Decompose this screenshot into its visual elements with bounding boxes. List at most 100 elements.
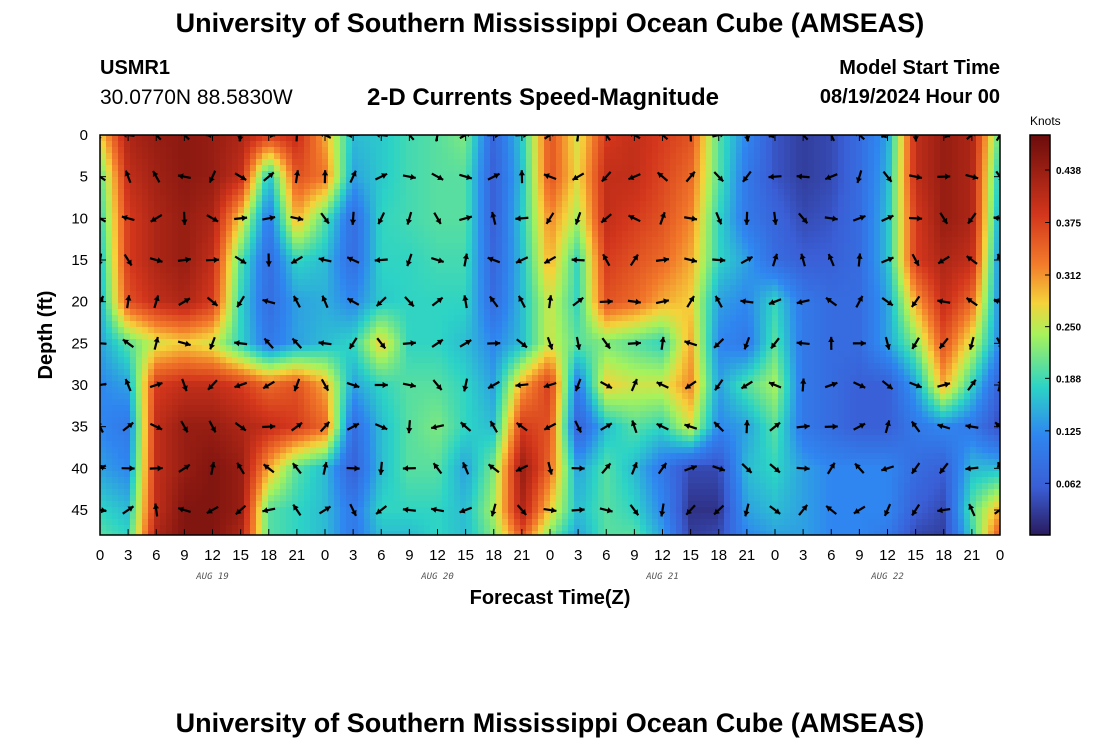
heatmap-cell [280, 513, 287, 520]
heatmap-cell [214, 531, 221, 535]
heatmap-cell [238, 519, 245, 526]
heatmap-cell [142, 207, 149, 214]
heatmap-cell [454, 189, 461, 196]
heatmap-cell [268, 165, 275, 172]
heatmap-cell [244, 261, 251, 268]
heatmap-cell [358, 495, 365, 502]
heatmap-cell [142, 363, 149, 370]
heatmap-cell [322, 255, 329, 262]
heatmap-cell [502, 267, 509, 274]
heatmap-cell [142, 489, 149, 496]
heatmap-cell [160, 369, 167, 376]
heatmap-cell [256, 375, 263, 382]
heatmap-cell [262, 183, 269, 190]
heatmap-cell [364, 495, 371, 502]
heatmap-cell [394, 147, 401, 154]
heatmap-cell [376, 477, 383, 484]
heatmap-cell [382, 285, 389, 292]
heatmap-cell [256, 327, 263, 334]
heatmap-cell [118, 501, 125, 508]
heatmap-cell [376, 495, 383, 502]
heatmap-cell [364, 285, 371, 292]
heatmap-cell [496, 141, 503, 148]
heatmap-cell [172, 375, 179, 382]
heatmap-cell [526, 207, 533, 214]
heatmap-cell [226, 333, 233, 340]
heatmap-cell [160, 453, 167, 460]
heatmap-cell [136, 453, 143, 460]
heatmap-cell [490, 393, 497, 400]
heatmap-cell [358, 417, 365, 424]
heatmap-cell [268, 303, 275, 310]
heatmap-cell [490, 345, 497, 352]
heatmap-cell [418, 141, 425, 148]
heatmap-cell [196, 381, 203, 388]
heatmap-cell [292, 267, 299, 274]
heatmap-cell [160, 477, 167, 484]
heatmap-cell [460, 477, 467, 484]
heatmap-cell [484, 387, 491, 394]
heatmap-cell [280, 285, 287, 292]
heatmap-cell [226, 411, 233, 418]
heatmap-cell [370, 303, 377, 310]
heatmap-cell [148, 153, 155, 160]
heatmap-cell [238, 435, 245, 442]
heatmap-cell [124, 147, 131, 154]
heatmap-cell [250, 321, 257, 328]
heatmap-cell [346, 363, 353, 370]
heatmap-cell [118, 249, 125, 256]
heatmap-cell [118, 189, 125, 196]
heatmap-cell [202, 183, 209, 190]
heatmap-cell [274, 225, 281, 232]
heatmap-cell [154, 417, 161, 424]
heatmap-cell [244, 471, 251, 478]
heatmap-cell [466, 405, 473, 412]
heatmap-cell [100, 255, 107, 262]
heatmap-cell [532, 429, 539, 436]
heatmap-cell [358, 459, 365, 466]
heatmap-cell [106, 327, 113, 334]
heatmap-cell [466, 177, 473, 184]
heatmap-cell [220, 141, 227, 148]
heatmap-cell [328, 393, 335, 400]
heatmap-cell [142, 459, 149, 466]
heatmap-cell [250, 219, 257, 226]
heatmap-cell [304, 357, 311, 364]
heatmap-cell [334, 513, 341, 520]
heatmap-cell [358, 237, 365, 244]
heatmap-cell [244, 423, 251, 430]
heatmap-cell [184, 147, 191, 154]
heatmap-cell [100, 453, 107, 460]
heatmap-cell [448, 243, 455, 250]
heatmap-cell [418, 225, 425, 232]
heatmap-cell [106, 501, 113, 508]
heatmap-cell [472, 393, 479, 400]
heatmap-cell [436, 267, 443, 274]
heatmap-cell [460, 267, 467, 274]
heatmap-cell [166, 309, 173, 316]
heatmap-cell [118, 387, 125, 394]
heatmap-cell [280, 327, 287, 334]
heatmap-cell [160, 387, 167, 394]
heatmap-cell [172, 309, 179, 316]
heatmap-cell [316, 315, 323, 322]
heatmap-cell [502, 495, 509, 502]
heatmap-cell [358, 291, 365, 298]
heatmap-cell [436, 261, 443, 268]
heatmap-cell [412, 471, 419, 478]
heatmap-cell [334, 315, 341, 322]
heatmap-cell [166, 141, 173, 148]
heatmap-cell [520, 141, 527, 148]
heatmap-cell [532, 225, 539, 232]
heatmap-cell [508, 327, 515, 334]
heatmap-cell [196, 249, 203, 256]
heatmap-cell [250, 135, 257, 142]
heatmap-cell [472, 321, 479, 328]
heatmap-cell [490, 315, 497, 322]
heatmap-cell [388, 303, 395, 310]
heatmap-cell [304, 489, 311, 496]
heatmap-cell [454, 165, 461, 172]
heatmap-cell [292, 519, 299, 526]
heatmap-cell [382, 453, 389, 460]
heatmap-cell [358, 249, 365, 256]
